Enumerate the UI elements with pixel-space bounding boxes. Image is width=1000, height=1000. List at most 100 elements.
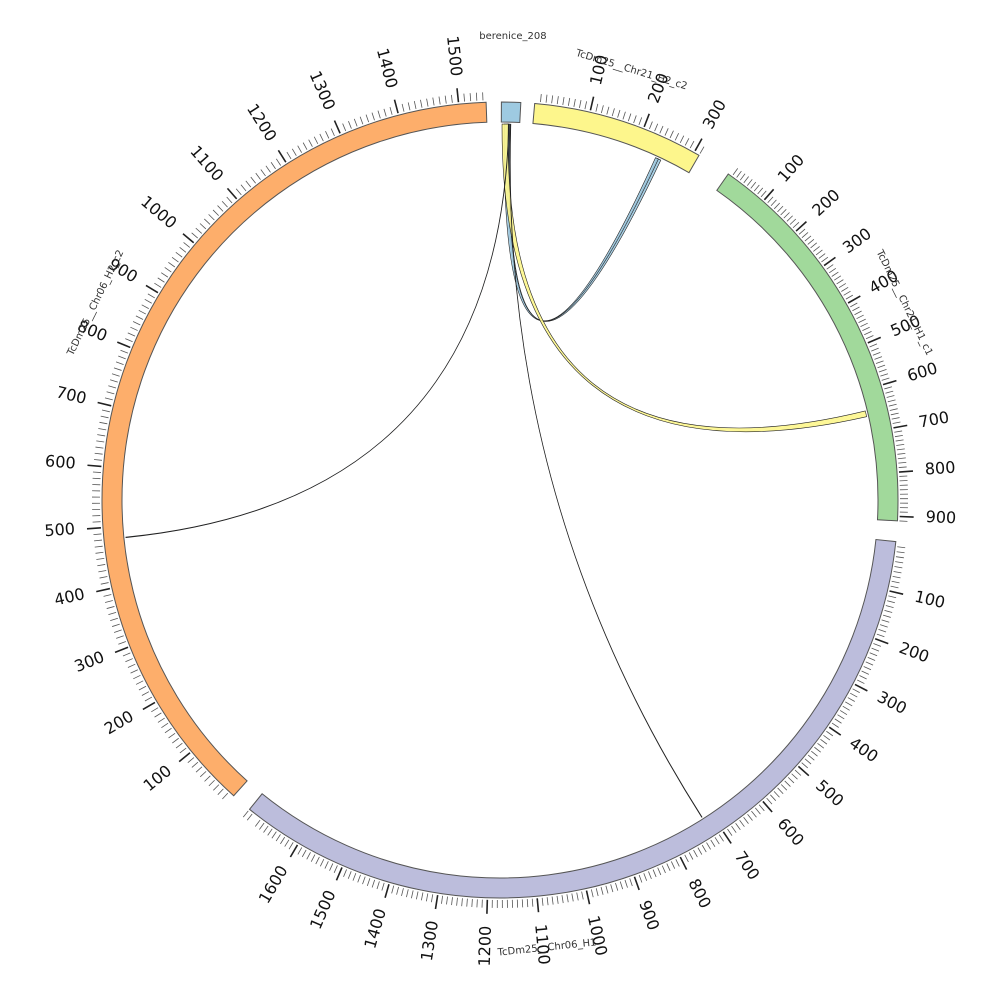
- tick-label-chr06h2-1500: 1500: [443, 35, 466, 77]
- minor-tick-chr06h1-510: [794, 769, 802, 776]
- minor-tick-chr06h1-870: [648, 871, 652, 880]
- minor-tick-chr06h1-290: [857, 679, 865, 684]
- minor-tick-chr06h2-860: [138, 309, 147, 315]
- minor-tick-chr21h1-440: [856, 314, 864, 320]
- minor-tick-chr21h2-180: [633, 115, 637, 124]
- minor-tick-chr06h2-1130: [245, 180, 252, 188]
- minor-tick-chr06h1-1090: [541, 897, 544, 906]
- minor-tick-chr21h1-540: [874, 356, 883, 360]
- minor-tick-chr21h1-550: [875, 360, 884, 364]
- minor-tick-chr06h1-1010: [581, 891, 584, 900]
- minor-tick-chr06h2-1150: [255, 172, 261, 180]
- minor-tick-chr06h2-330: [113, 629, 122, 633]
- minor-tick-chr06h2-150: [164, 727, 172, 734]
- minor-tick-chr21h2-20: [545, 94, 548, 103]
- tick-label-chr06h1-600: 600: [774, 814, 808, 850]
- minor-tick-chr06h1-310: [852, 688, 860, 693]
- major-tick-chr06h2-300: [114, 646, 129, 654]
- minor-tick-chr06h2-410: [100, 582, 109, 585]
- minor-tick-chr06h1-720: [714, 837, 720, 845]
- minor-tick-chr06h2-730: [108, 385, 117, 389]
- tick-label-chr06h2-1200: 1200: [243, 100, 281, 145]
- major-tick-chr06h2-700: [97, 401, 112, 407]
- tick-label-chr06h1-500: 500: [812, 776, 847, 811]
- minor-tick-chr21h1-310: [826, 264, 834, 270]
- minor-tick-chr06h2-420: [99, 576, 108, 579]
- tick-label-chr06h1-1500: 1500: [306, 887, 340, 932]
- minor-tick-chr21h2-210: [649, 121, 653, 130]
- minor-tick-chr06h1-1570: [306, 852, 311, 860]
- minor-tick-chr06h1-1640: [275, 834, 281, 842]
- major-tick-chr21h1-100: [763, 188, 775, 201]
- ticks-layer: [86, 88, 914, 914]
- minor-tick-chr06h1-40: [895, 561, 904, 564]
- minor-tick-chr06h1-1680: [259, 822, 265, 830]
- minor-tick-chr06h2-1020: [195, 227, 203, 234]
- minor-tick-chr06h2-250: [133, 674, 141, 680]
- minor-tick-chr21h1-460: [860, 322, 868, 328]
- minor-tick-chr06h1-660: [739, 820, 745, 827]
- minor-tick-chr06h2-1450: [426, 98, 429, 107]
- minor-tick-chr06h2-1320: [348, 121, 352, 129]
- minor-tick-chr06h2-490: [93, 533, 102, 536]
- minor-tick-chr06h2-320: [116, 635, 124, 639]
- minor-tick-chr21h1-30: [739, 173, 746, 181]
- minor-tick-chr06h1-1580: [301, 849, 307, 858]
- minor-tick-chr21h1-340: [833, 275, 842, 281]
- minor-tick-chr06h1-370: [837, 714, 845, 720]
- minor-tick-chr06h2-470: [94, 545, 103, 548]
- minor-tick-chr06h2-30: [213, 784, 220, 791]
- minor-tick-chr21h1-480: [864, 331, 872, 336]
- minor-tick-chr21h2-140: [611, 108, 615, 117]
- minor-tick-chr06h1-710: [718, 834, 724, 842]
- minor-tick-chr06h1-270: [861, 670, 870, 675]
- major-tick-chr06h2-1500: [456, 88, 460, 103]
- minor-tick-chr06h1-980: [595, 888, 599, 897]
- minor-tick-chr21h1-320: [829, 267, 837, 274]
- minor-tick-chr06h1-1260: [456, 897, 458, 906]
- major-tick-chr06h1-800: [679, 856, 688, 870]
- minor-tick-chr06h1-1320: [425, 893, 429, 902]
- minor-tick-chr06h2-1350: [365, 114, 370, 123]
- minor-tick-chr06h1-50: [894, 566, 903, 569]
- minor-tick-chr21h1-670: [890, 412, 899, 416]
- minor-tick-chr06h1-330: [847, 697, 855, 702]
- tick-label-chr06h1-400: 400: [846, 733, 882, 766]
- minor-tick-chr06h2-440: [97, 564, 106, 567]
- minor-tick-chr06h1-1360: [406, 889, 409, 898]
- minor-tick-chr06h1-1310: [431, 894, 434, 903]
- minor-tick-chr06h1-260: [863, 666, 872, 671]
- minor-tick-chr06h2-1440: [420, 99, 423, 108]
- minor-tick-chr06h1-150: [882, 614, 891, 618]
- minor-tick-chr21h1-150: [780, 209, 787, 216]
- minor-tick-chr21h1-490: [865, 335, 874, 340]
- minor-tick-chr06h2-1510: [463, 93, 465, 102]
- minor-tick-chr21h1-660: [889, 408, 898, 411]
- minor-tick-chr21h1-290: [821, 256, 829, 263]
- minor-tick-chr06h2-640: [96, 440, 105, 443]
- minor-tick-chr06h2-340: [112, 623, 120, 627]
- minor-tick-chr06h1-380: [834, 718, 842, 724]
- major-tick-chr06h1-100: [889, 590, 904, 595]
- tick-label-chr06h2-100: 100: [140, 761, 176, 795]
- minor-tick-chr06h1-860: [652, 869, 657, 878]
- minor-tick-chr06h2-1290: [330, 128, 335, 137]
- minor-tick-chr06h1-1440: [366, 878, 371, 886]
- minor-tick-chr06h1-180: [878, 629, 887, 633]
- tick-label-chr06h1-700: 700: [731, 848, 764, 884]
- major-tick-chr21h2-100: [589, 96, 595, 111]
- minor-tick-chr06h2-1180: [270, 162, 276, 170]
- minor-tick-chr06h1-190: [876, 633, 885, 638]
- minor-tick-chr06h1-1080: [546, 897, 549, 906]
- minor-tick-chr21h2-30: [551, 95, 554, 104]
- minor-tick-chr06h1-790: [684, 854, 689, 863]
- minor-tick-chr06h2-1370: [377, 110, 381, 119]
- minor-tick-chr21h1-730: [895, 439, 904, 442]
- minor-tick-chr21h2-290: [689, 140, 695, 149]
- minor-tick-chr06h2-1490: [451, 94, 453, 103]
- major-tick-chr06h1-300: [854, 683, 868, 692]
- minor-tick-chr21h2-50: [562, 96, 565, 106]
- minor-tick-chr06h2-1210: [286, 151, 292, 160]
- minor-tick-chr06h2-1270: [319, 133, 324, 142]
